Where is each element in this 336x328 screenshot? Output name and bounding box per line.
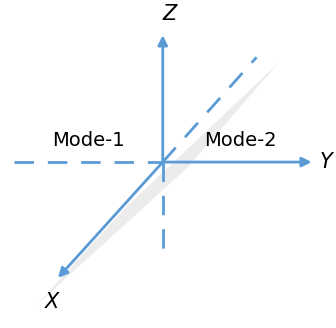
Text: Mode-1: Mode-1	[52, 131, 125, 150]
Polygon shape	[36, 63, 279, 305]
Text: Z: Z	[163, 4, 177, 24]
Text: Y: Y	[320, 152, 333, 172]
Text: X: X	[45, 292, 59, 312]
Text: Mode-2: Mode-2	[204, 131, 276, 150]
